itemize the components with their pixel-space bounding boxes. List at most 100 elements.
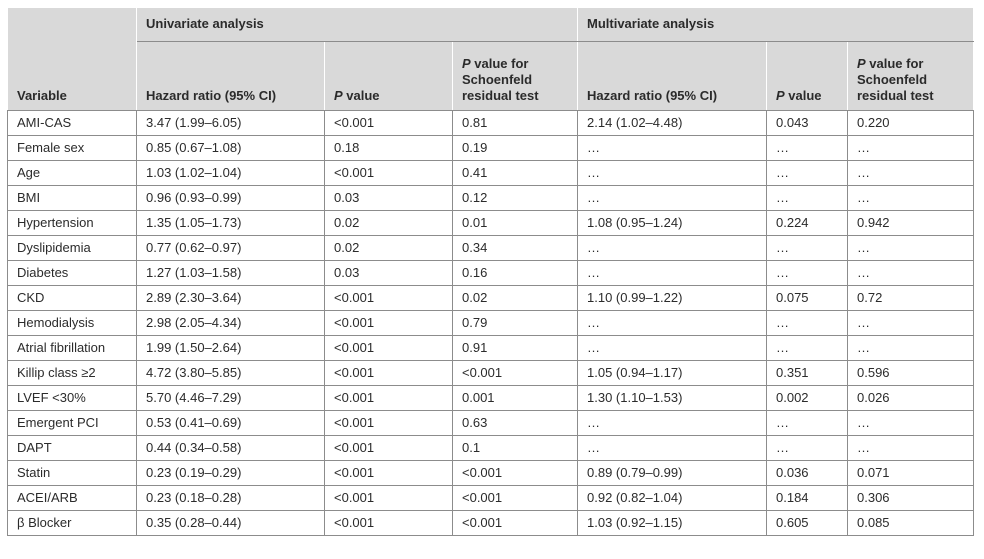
multivariate-hr-cell: 1.10 (0.99–1.22) [577,285,767,311]
univariate-schoenfeld-header: P value for Schoenfeld residual test [452,41,578,111]
multivariate-p-cell: 0.224 [766,210,848,236]
column-header-row: Hazard ratio (95% CI) P value P value fo… [8,41,974,111]
multivariate-p-cell: 0.075 [766,285,848,311]
multivariate-schoenfeld-cell: … [847,260,974,286]
univariate-p-cell: <0.001 [324,110,453,136]
univariate-schoenfeld-cell: 0.12 [452,185,578,211]
multivariate-schoenfeld-cell: … [847,235,974,261]
multivariate-p-cell: 0.605 [766,510,848,536]
univariate-hr-cell: 0.85 (0.67–1.08) [136,135,325,161]
multivariate-schoenfeld-cell: 0.071 [847,460,974,486]
multivariate-schoenfeld-cell: 0.942 [847,210,974,236]
multivariate-schoenfeld-cell: 0.596 [847,360,974,386]
univariate-hr-cell: 2.98 (2.05–4.34) [136,310,325,336]
univariate-hr-cell: 1.27 (1.03–1.58) [136,260,325,286]
multivariate-schoenfeld-cell: 0.026 [847,385,974,411]
hazard-ratio-table: Variable Univariate analysis Multivariat… [7,7,974,536]
multivariate-p-header: P value [766,41,848,111]
univariate-group-header: Univariate analysis [136,7,578,42]
univariate-hr-cell: 0.53 (0.41–0.69) [136,410,325,436]
multivariate-p-cell: 0.002 [766,385,848,411]
univariate-p-cell: <0.001 [324,385,453,411]
variable-column-header: Variable [7,7,137,111]
univariate-p-cell: <0.001 [324,160,453,186]
variable-cell: Killip class ≥2 [7,360,137,386]
multivariate-p-cell: … [766,260,848,286]
multivariate-hr-cell: 0.89 (0.79–0.99) [577,460,767,486]
multivariate-schoenfeld-cell: 0.085 [847,510,974,536]
results-table-container: Variable Univariate analysis Multivariat… [7,7,974,536]
univariate-hr-cell: 0.23 (0.19–0.29) [136,460,325,486]
multivariate-schoenfeld-cell: … [847,335,974,361]
multivariate-schoenfeld-cell: 0.306 [847,485,974,511]
multivariate-p-cell: 0.043 [766,110,848,136]
variable-cell: DAPT [7,435,137,461]
univariate-schoenfeld-cell: 0.91 [452,335,578,361]
univariate-schoenfeld-cell: <0.001 [452,360,578,386]
multivariate-p-cell: … [766,160,848,186]
univariate-p-cell: 0.03 [324,260,453,286]
univariate-hr-cell: 3.47 (1.99–6.05) [136,110,325,136]
univariate-hr-cell: 0.44 (0.34–0.58) [136,435,325,461]
table-row: CKD 2.89 (2.30–3.64) <0.001 0.02 1.10 (0.99–… [7,285,974,311]
multivariate-schoenfeld-cell: 0.72 [847,285,974,311]
univariate-p-header: P value [324,41,453,111]
table-row: ACEI/ARB 0.23 (0.18–0.28) <0.001 <0.001 0.92… [7,485,974,511]
table-row: Dyslipidemia 0.77 (0.62–0.97) 0.02 0.34……… [7,235,974,261]
multivariate-hr-header: Hazard ratio (95% CI) [577,41,767,111]
variable-cell: Hypertension [7,210,137,236]
variable-cell: β Blocker [7,510,137,536]
multivariate-group-header: Multivariate analysis [577,7,974,42]
multivariate-p-cell: … [766,310,848,336]
table-row: AMI-CAS 3.47 (1.99–6.05) <0.001 0.81 2.14 (1… [7,110,974,136]
multivariate-hr-cell: 1.05 (0.94–1.17) [577,360,767,386]
multivariate-schoenfeld-cell: … [847,410,974,436]
univariate-p-cell: <0.001 [324,285,453,311]
table-row: Emergent PCI 0.53 (0.41–0.69) <0.001 0.63……… [7,410,974,436]
univariate-schoenfeld-cell: 0.81 [452,110,578,136]
table-row: Hypertension 1.35 (1.05–1.73) 0.02 0.01 1.08… [7,210,974,236]
variable-cell: ACEI/ARB [7,485,137,511]
multivariate-hr-cell: … [577,260,767,286]
multivariate-hr-cell: … [577,135,767,161]
table-row: LVEF <30% 5.70 (4.46–7.29) <0.001 0.001 1.30… [7,385,974,411]
multivariate-hr-cell: … [577,185,767,211]
variable-cell: Age [7,160,137,186]
variable-cell: LVEF <30% [7,385,137,411]
univariate-schoenfeld-cell: 0.34 [452,235,578,261]
multivariate-schoenfeld-cell: … [847,135,974,161]
univariate-p-cell: <0.001 [324,335,453,361]
table-row: Statin 0.23 (0.19–0.29) <0.001 <0.001 0.89 (… [7,460,974,486]
table-row: Killip class ≥2 4.72 (3.80–5.85) <0.001 <0.… [7,360,974,386]
univariate-p-cell: <0.001 [324,410,453,436]
multivariate-hr-cell: 2.14 (1.02–4.48) [577,110,767,136]
multivariate-hr-cell: 0.92 (0.82–1.04) [577,485,767,511]
univariate-schoenfeld-cell: 0.63 [452,410,578,436]
univariate-p-cell: <0.001 [324,460,453,486]
multivariate-schoenfeld-cell: … [847,185,974,211]
table-row: Hemodialysis 2.98 (2.05–4.34) <0.001 0.79……… [7,310,974,336]
multivariate-schoenfeld-cell: … [847,435,974,461]
univariate-hr-cell: 1.99 (1.50–2.64) [136,335,325,361]
variable-cell: BMI [7,185,137,211]
univariate-hr-cell: 2.89 (2.30–3.64) [136,285,325,311]
univariate-schoenfeld-cell: 0.79 [452,310,578,336]
univariate-p-cell: <0.001 [324,485,453,511]
multivariate-schoenfeld-cell: … [847,160,974,186]
univariate-hr-cell: 0.23 (0.18–0.28) [136,485,325,511]
table-row: BMI 0.96 (0.93–0.99) 0.03 0.12……… [7,185,974,211]
univariate-p-cell: <0.001 [324,510,453,536]
variable-cell: Female sex [7,135,137,161]
univariate-hr-cell: 5.70 (4.46–7.29) [136,385,325,411]
univariate-schoenfeld-cell: 0.02 [452,285,578,311]
univariate-p-cell: 0.02 [324,235,453,261]
univariate-schoenfeld-cell: 0.1 [452,435,578,461]
multivariate-hr-cell: … [577,335,767,361]
multivariate-hr-cell: … [577,435,767,461]
univariate-p-cell: 0.02 [324,210,453,236]
variable-cell: Emergent PCI [7,410,137,436]
univariate-schoenfeld-cell: 0.16 [452,260,578,286]
multivariate-p-cell: … [766,185,848,211]
table-row: Female sex 0.85 (0.67–1.08) 0.18 0.19……… [7,135,974,161]
variable-cell: Hemodialysis [7,310,137,336]
